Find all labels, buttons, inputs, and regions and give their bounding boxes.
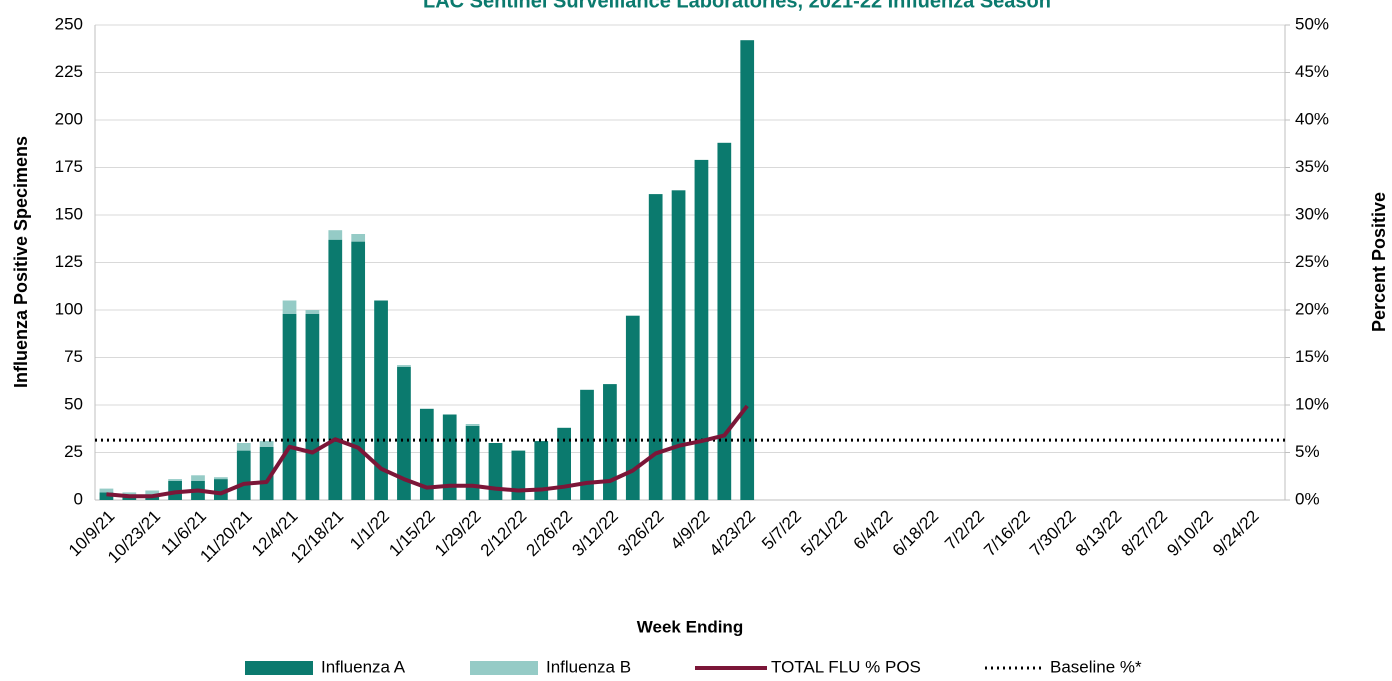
bar bbox=[351, 234, 366, 242]
bar bbox=[236, 450, 251, 500]
bar bbox=[419, 408, 434, 500]
bar bbox=[282, 313, 297, 500]
y2-tick-label: 0% bbox=[1295, 489, 1320, 508]
bar bbox=[603, 384, 617, 500]
x-tick-label: 7/16/22 bbox=[980, 507, 1034, 561]
bar bbox=[397, 367, 411, 500]
legend-label: Influenza B bbox=[546, 657, 631, 676]
y-tick-label: 125 bbox=[55, 252, 83, 271]
y2-tick-label: 5% bbox=[1295, 442, 1320, 461]
y-tick-label: 0 bbox=[74, 489, 83, 508]
bar bbox=[694, 159, 709, 500]
bar bbox=[511, 450, 526, 500]
bar bbox=[191, 475, 205, 481]
bar bbox=[122, 492, 137, 495]
y2-tick-label: 10% bbox=[1295, 394, 1329, 413]
x-tick-label: 1/15/22 bbox=[385, 507, 439, 561]
x-tick-label: 4/23/22 bbox=[706, 507, 760, 561]
x-tick-label: 1/29/22 bbox=[431, 507, 485, 561]
bar bbox=[259, 441, 274, 447]
y-tick-label: 200 bbox=[55, 109, 83, 128]
y2-tick-label: 20% bbox=[1295, 299, 1329, 318]
x-axis-label: Week Ending bbox=[637, 617, 743, 636]
y-tick-label: 250 bbox=[55, 14, 83, 33]
bar bbox=[465, 425, 480, 500]
bar bbox=[671, 190, 686, 501]
bar bbox=[328, 230, 343, 240]
bar bbox=[282, 300, 297, 314]
y2-tick-label: 35% bbox=[1295, 157, 1329, 176]
x-tick-label: 2/26/22 bbox=[523, 507, 577, 561]
bar bbox=[625, 315, 640, 500]
bar bbox=[557, 427, 571, 500]
bar bbox=[740, 40, 755, 500]
bar bbox=[259, 446, 274, 500]
bar bbox=[442, 414, 457, 500]
y-tick-label: 25 bbox=[64, 442, 83, 461]
line bbox=[106, 404, 749, 499]
y2-tick-label: 45% bbox=[1295, 62, 1329, 81]
bar bbox=[397, 365, 411, 367]
legend-label: Baseline %* bbox=[1050, 657, 1142, 676]
bar bbox=[374, 300, 388, 500]
y-tick-label: 175 bbox=[55, 157, 83, 176]
x-tick-label: 3/26/22 bbox=[614, 507, 668, 561]
legend-swatch bbox=[470, 661, 538, 675]
bar bbox=[214, 477, 228, 480]
x-tick-label: 3/12/22 bbox=[568, 507, 622, 561]
x-tick-label: 2/12/22 bbox=[477, 507, 531, 561]
y-tick-label: 50 bbox=[64, 394, 83, 413]
bar bbox=[488, 443, 503, 500]
bar bbox=[351, 241, 366, 500]
x-tick-label: 9/24/22 bbox=[1209, 507, 1263, 561]
y2-tick-label: 40% bbox=[1295, 109, 1329, 128]
x-tick-label: 9/10/22 bbox=[1163, 507, 1217, 561]
legend-swatch bbox=[245, 661, 313, 675]
y-tick-label: 225 bbox=[55, 62, 83, 81]
x-tick-label: 8/27/22 bbox=[1118, 507, 1172, 561]
bar bbox=[648, 194, 663, 500]
y-tick-label: 75 bbox=[64, 347, 83, 366]
bar bbox=[328, 239, 343, 500]
bar bbox=[580, 389, 594, 500]
chart-title: LAC Sentinel Surveillance Laboratories, … bbox=[423, 0, 1051, 12]
x-tick-label: 7/30/22 bbox=[1026, 507, 1080, 561]
bar bbox=[305, 313, 320, 500]
bar bbox=[99, 488, 114, 493]
x-tick-label: 5/21/22 bbox=[797, 507, 851, 561]
bar bbox=[168, 479, 182, 481]
bar bbox=[145, 490, 160, 495]
bar bbox=[717, 142, 732, 501]
legend-label: Influenza A bbox=[321, 657, 406, 676]
x-tick-label: 6/18/22 bbox=[889, 507, 943, 561]
legend-label: TOTAL FLU % POS bbox=[771, 657, 921, 676]
y-tick-label: 150 bbox=[55, 204, 83, 223]
y2-axis-label: Percent Positive bbox=[1369, 192, 1389, 332]
y2-tick-label: 15% bbox=[1295, 347, 1329, 366]
y-tick-label: 100 bbox=[55, 299, 83, 318]
x-tick-label: 8/13/22 bbox=[1072, 507, 1126, 561]
y-axis-label: Influenza Positive Specimens bbox=[11, 136, 31, 388]
bar bbox=[305, 310, 320, 314]
bar bbox=[236, 443, 251, 451]
y2-tick-label: 25% bbox=[1295, 252, 1329, 271]
y2-tick-label: 50% bbox=[1295, 14, 1329, 33]
bar bbox=[534, 441, 549, 500]
bar bbox=[465, 424, 480, 426]
y2-tick-label: 30% bbox=[1295, 204, 1329, 223]
